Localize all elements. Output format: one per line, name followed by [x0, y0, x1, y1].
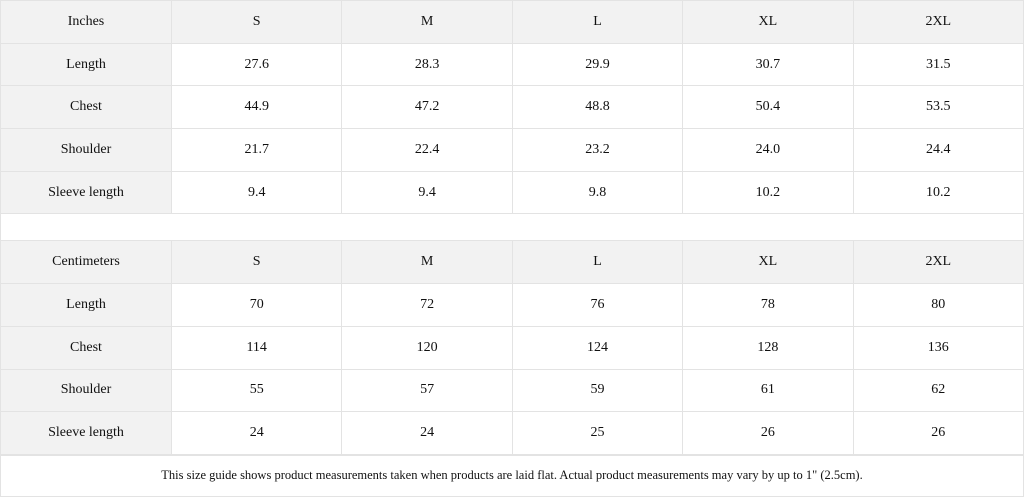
table-row: Length 70 72 76 78 80: [0, 283, 1024, 327]
footer-note: This size guide shows product measuremen…: [0, 454, 1024, 497]
measurement-cell: 44.9: [170, 85, 343, 130]
measurement-cell: 76: [511, 283, 684, 327]
measurement-cell: 80: [852, 283, 1024, 327]
row-label: Chest: [0, 85, 172, 130]
size-header: M: [341, 0, 513, 44]
size-header: M: [341, 240, 513, 285]
table-row: Chest 114 120 124 128 136: [0, 325, 1024, 370]
table-row: Sleeve length 9.4 9.4 9.8 10.2 10.2: [0, 170, 1024, 215]
measurement-cell: 10.2: [682, 170, 854, 215]
size-header: XL: [682, 0, 854, 44]
measurement-cell: 120: [341, 325, 513, 370]
measurement-cell: 128: [682, 325, 854, 370]
measurement-cell: 27.6: [170, 42, 343, 87]
measurement-cell: 25: [511, 411, 684, 455]
measurement-cell: 24: [341, 411, 513, 455]
row-label: Shoulder: [0, 128, 172, 172]
size-table-centimeters: Centimeters S M L XL 2XL Length 70 72 76 78 80 Chest…: [0, 240, 1024, 455]
measurement-cell: 55: [170, 368, 343, 413]
table-row: Chest 44.9 47.2 48.8 50.4 53.5: [0, 85, 1024, 130]
measurement-cell: 9.8: [511, 170, 684, 215]
size-header: L: [511, 0, 684, 44]
measurement-cell: 136: [852, 325, 1024, 370]
measurement-cell: 24.0: [682, 128, 854, 172]
measurement-cell: 24: [170, 411, 343, 455]
measurement-cell: 62: [852, 368, 1024, 413]
table-header-row: Centimeters S M L XL 2XL: [0, 240, 1024, 285]
row-label: Sleeve length: [0, 170, 172, 215]
row-label: Chest: [0, 325, 172, 370]
measurement-cell: 29.9: [511, 42, 684, 87]
measurement-cell: 114: [170, 325, 343, 370]
measurement-cell: 78: [682, 283, 854, 327]
size-header: 2XL: [852, 240, 1024, 285]
measurement-cell: 30.7: [682, 42, 854, 87]
size-header: L: [511, 240, 684, 285]
measurement-cell: 24.4: [852, 128, 1024, 172]
table-row: Shoulder 55 57 59 61 62: [0, 368, 1024, 413]
measurement-cell: 9.4: [341, 170, 513, 215]
measurement-cell: 23.2: [511, 128, 684, 172]
measurement-cell: 31.5: [852, 42, 1024, 87]
table-row: Sleeve length 24 24 25 26 26: [0, 411, 1024, 455]
measurement-cell: 28.3: [341, 42, 513, 87]
row-label: Length: [0, 283, 172, 327]
size-table-inches: Inches S M L XL 2XL Length 27.6 28.3 29.9 30.7 31.5…: [0, 0, 1024, 215]
table-header-row: Inches S M L XL 2XL: [0, 0, 1024, 44]
measurement-cell: 53.5: [852, 85, 1024, 130]
unit-header: Centimeters: [0, 240, 172, 285]
measurement-cell: 10.2: [852, 170, 1024, 215]
table-spacer: [0, 214, 1024, 241]
measurement-cell: 59: [511, 368, 684, 413]
measurement-cell: 22.4: [341, 128, 513, 172]
measurement-cell: 9.4: [170, 170, 343, 215]
measurement-cell: 21.7: [170, 128, 343, 172]
measurement-cell: 72: [341, 283, 513, 327]
unit-header: Inches: [0, 0, 172, 44]
table-row: Shoulder 21.7 22.4 23.2 24.0 24.4: [0, 128, 1024, 172]
measurement-cell: 61: [682, 368, 854, 413]
measurement-cell: 47.2: [341, 85, 513, 130]
size-header: S: [170, 240, 343, 285]
measurement-cell: 57: [341, 368, 513, 413]
size-header: XL: [682, 240, 854, 285]
size-header: 2XL: [852, 0, 1024, 44]
measurement-cell: 48.8: [511, 85, 684, 130]
measurement-cell: 124: [511, 325, 684, 370]
row-label: Length: [0, 42, 172, 87]
size-header: S: [170, 0, 343, 44]
measurement-cell: 50.4: [682, 85, 854, 130]
row-label: Sleeve length: [0, 411, 172, 455]
measurement-cell: 26: [852, 411, 1024, 455]
measurement-cell: 70: [170, 283, 343, 327]
measurement-cell: 26: [682, 411, 854, 455]
table-row: Length 27.6 28.3 29.9 30.7 31.5: [0, 42, 1024, 87]
row-label: Shoulder: [0, 368, 172, 413]
